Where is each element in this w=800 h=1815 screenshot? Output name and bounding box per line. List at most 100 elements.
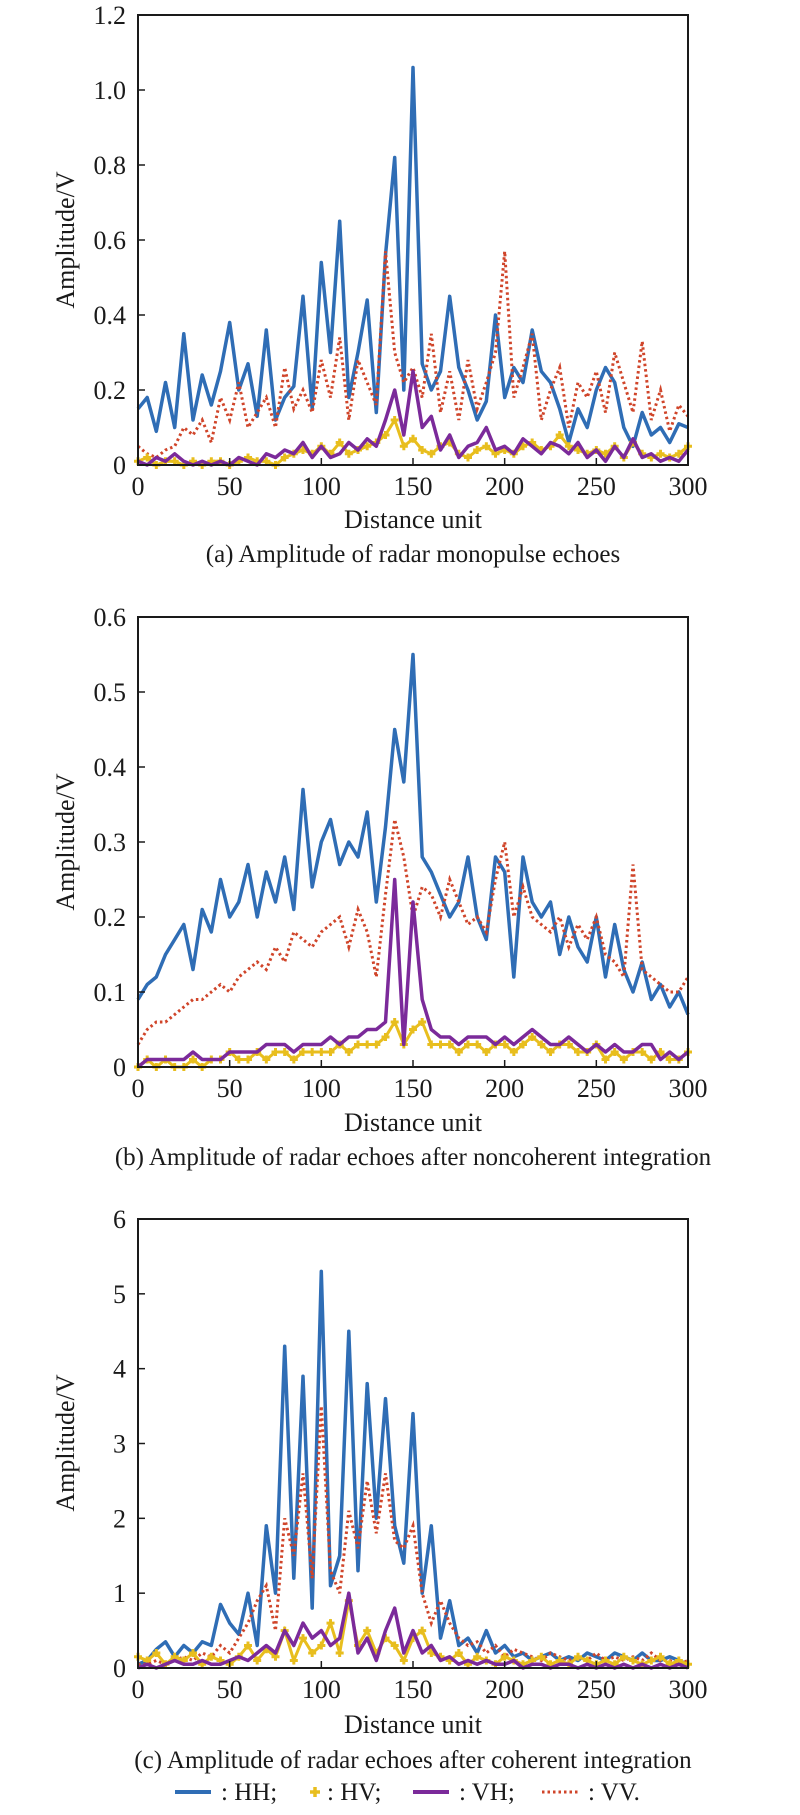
- panel-b-hv-marker: [464, 1040, 472, 1049]
- panel-b-hv-marker: [436, 1040, 445, 1049]
- panel-a-hv-marker: [656, 449, 665, 458]
- panel-b-hv-marker: [564, 1040, 573, 1049]
- panel-b-ytick-label: 0.6: [94, 603, 127, 632]
- panel-b-hv-marker: [427, 1040, 436, 1049]
- legend-label-hh: : HH;: [221, 1779, 277, 1806]
- panel-a-ytick-label: 0: [113, 451, 126, 480]
- panel-b-hv-marker: [665, 1055, 674, 1064]
- panel-a-ytick-label: 1.2: [94, 1, 127, 30]
- panel-b-hv-marker: [528, 1033, 537, 1041]
- panel-a-hv-marker: [399, 442, 408, 451]
- panel-a-xtick-label: 150: [394, 472, 433, 501]
- panel-c-hv-marker: [399, 1656, 408, 1665]
- legend-label-hv: : HV;: [327, 1779, 381, 1806]
- panel-b-ytick-label: 0.4: [94, 753, 127, 782]
- panel-a-hv-marker: [335, 438, 344, 447]
- panel-a-ytick-label: 0.4: [94, 301, 127, 330]
- panel-c-hv-marker: [317, 1641, 326, 1650]
- panel-b-hv-marker: [519, 1040, 527, 1049]
- panel-c-hv-marker: [299, 1634, 307, 1643]
- panel-c-series-hh: [137, 1269, 689, 1666]
- panel-b-hv-marker: [482, 1048, 491, 1056]
- panel-c-xtick-label: 200: [485, 1675, 524, 1704]
- panel-b-ytick-label: 0.1: [94, 978, 127, 1007]
- legend-label-vv: : VV.: [588, 1779, 640, 1806]
- panel-b-hv-marker: [500, 1040, 509, 1049]
- panel-b: 0 50 100 150 200 250 300 0 0.1 0.2 0.3 0.4 0.5 0.6 Di…: [51, 603, 712, 1171]
- panel-b-hv-marker: [344, 1048, 353, 1056]
- panel-a-xtick-label: 100: [302, 472, 341, 501]
- panel-a-xtick-label: 250: [577, 472, 616, 501]
- panel-a-series-hh: [136, 65, 689, 449]
- panel-c-hv-marker: [207, 1652, 216, 1661]
- panel-c-ytick-label: 2: [113, 1504, 126, 1533]
- panel-c-hv-marker: [244, 1641, 252, 1650]
- panel-c-hv-marker: [326, 1619, 335, 1628]
- panel-b-hv-marker: [262, 1055, 271, 1064]
- panel-c-ylabel: Amplitude/V: [51, 1374, 80, 1511]
- legend-item-vh: : VH;: [413, 1779, 515, 1806]
- panel-c-hv-marker: [253, 1656, 262, 1665]
- panel-c-ytick-label: 0: [113, 1654, 126, 1683]
- panel-c-ytick-label: 6: [113, 1205, 126, 1234]
- panel-b-hv-marker: [299, 1048, 307, 1056]
- legend-item-vv: : VV.: [542, 1779, 640, 1806]
- panel-b-ytick-label: 0: [113, 1053, 126, 1082]
- panel-b-hv-marker: [445, 1040, 454, 1049]
- panel-b-hv-marker: [390, 1018, 399, 1026]
- panel-a-ylabel: Amplitude/V: [51, 171, 80, 308]
- panel-b-hv-marker: [619, 1055, 628, 1064]
- panel-c-hv-marker: [619, 1652, 628, 1661]
- panel-c-xtick-label: 300: [669, 1675, 708, 1704]
- panel-c-xtick-label: 150: [394, 1675, 433, 1704]
- panel-b-hv-marker: [473, 1040, 482, 1049]
- panel-b-hv-marker: [317, 1048, 326, 1056]
- panel-a-xtick-label: 300: [669, 472, 708, 501]
- panel-b-xtick-label: 300: [669, 1074, 708, 1103]
- panel-b-hv-marker: [363, 1040, 372, 1049]
- panel-b-hv-marker: [546, 1048, 555, 1056]
- panel-c-hv-marker: [418, 1626, 427, 1635]
- panel-b-xtick-label: 200: [485, 1074, 524, 1103]
- panel-c-ytick-label: 3: [113, 1430, 126, 1459]
- panel-c-hv-marker: [537, 1652, 546, 1661]
- panel-c-xtick-label: 50: [217, 1675, 243, 1704]
- panel-b-hv-marker: [234, 1055, 243, 1064]
- panel-a-hv-marker: [564, 442, 573, 451]
- panel-a-ytick-label: 0.6: [94, 226, 127, 255]
- panel-b-xtick-label: 150: [394, 1074, 433, 1103]
- panel-c-hv-marker: [289, 1656, 298, 1665]
- panel-b-caption: (b) Amplitude of radar echoes after nonc…: [115, 1144, 712, 1171]
- panel-b-series-vv: [136, 819, 690, 1046]
- panel-c-hv-marker: [363, 1626, 372, 1635]
- legend-label-vh: : VH;: [459, 1779, 515, 1806]
- panel-b-hv-marker: [537, 1040, 546, 1049]
- panel-b-hv-marker: [354, 1040, 362, 1049]
- panel-b-xtick-label: 250: [577, 1074, 616, 1103]
- panel-a-hv-marker: [555, 431, 564, 439]
- panel-c-hv-marker: [189, 1649, 197, 1658]
- panel-b-hv-marker: [271, 1048, 280, 1056]
- panel-c-xtick-label: 0: [132, 1675, 145, 1704]
- panel-b-ytick-label: 0.2: [94, 903, 127, 932]
- panel-a-caption: (a) Amplitude of radar monopulse echoes: [206, 541, 620, 568]
- panel-c-hv-marker: [308, 1649, 317, 1658]
- panel-c-hv-marker: [454, 1649, 463, 1658]
- panel-c-plot: 0 50 100 150 200 250 300 0 1 2 3 4 5 6: [113, 1205, 708, 1704]
- panel-b-hv-marker: [280, 1048, 289, 1056]
- panel-b-ytick-label: 0.3: [94, 828, 127, 857]
- panel-c-xtick-label: 100: [302, 1675, 341, 1704]
- panel-c-hv-marker: [656, 1652, 665, 1661]
- panel-a-hv-marker: [381, 431, 390, 439]
- panel-c-hv-marker: [152, 1649, 161, 1658]
- panel-b-xtick-label: 100: [302, 1074, 341, 1103]
- panel-a-series-vv: [137, 251, 690, 460]
- panel-c-caption: (c) Amplitude of radar echoes after cohe…: [134, 1747, 692, 1774]
- panel-b-xtick-label: 50: [217, 1074, 243, 1103]
- panel-a-hv-marker: [143, 453, 152, 462]
- legend-item-hv: : HV;: [310, 1779, 381, 1806]
- panel-c-xtick-label: 250: [577, 1675, 616, 1704]
- panel-a-hv-marker: [473, 446, 482, 454]
- panel-b-hv-marker: [454, 1048, 463, 1056]
